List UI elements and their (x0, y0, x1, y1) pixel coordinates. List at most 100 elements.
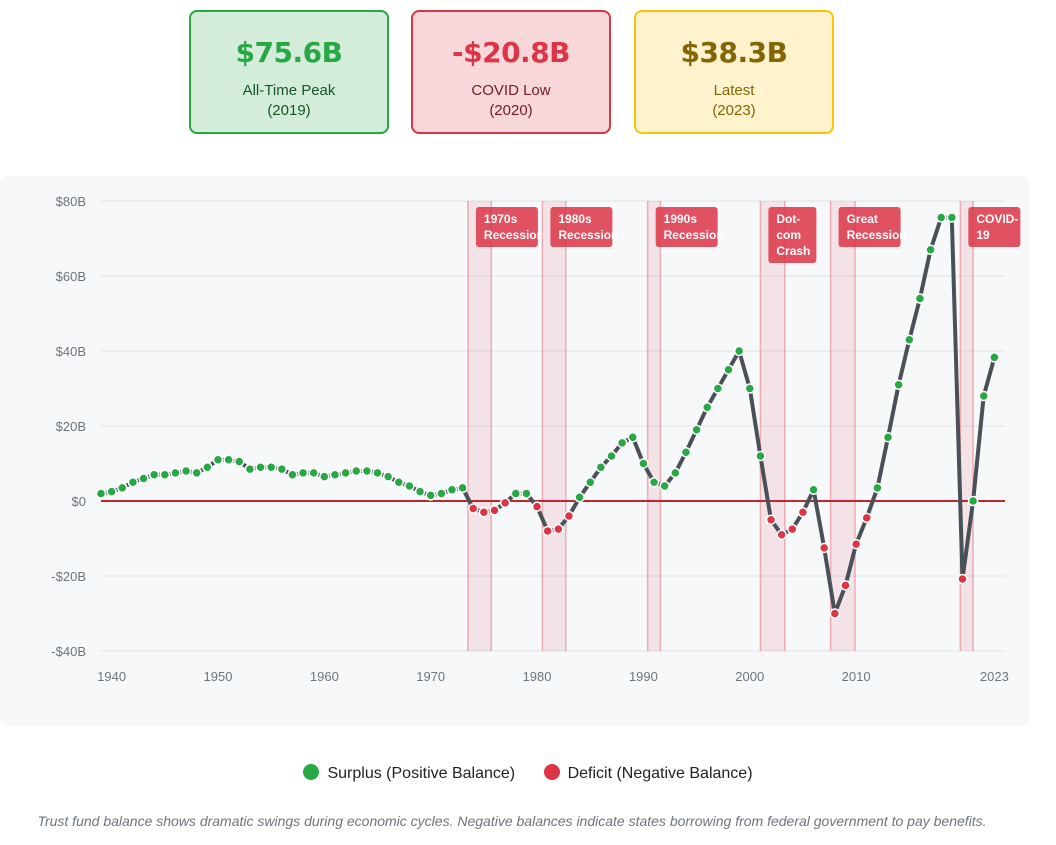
latest-card: $38.3B Latest (2023) (634, 10, 834, 134)
data-point (829, 608, 841, 619)
data-point (840, 580, 851, 591)
y-tick-label: -$20B (51, 569, 86, 584)
data-point (946, 212, 958, 223)
low-value: -$20.8B (451, 36, 571, 69)
recession-label-box (968, 207, 1021, 247)
recession-label-text: 1980s (558, 212, 592, 226)
y-tick-label: $0 (72, 494, 86, 509)
data-point (350, 465, 362, 477)
data-point (319, 471, 330, 482)
recession-label-text: 19 (976, 228, 990, 242)
data-point (382, 471, 394, 482)
data-point (95, 488, 107, 499)
chart-caption: Trust fund balance shows dramatic swings… (37, 813, 987, 829)
data-point (148, 469, 160, 480)
data-point (935, 212, 947, 223)
data-point (436, 488, 447, 499)
data-point (180, 465, 192, 477)
data-point (850, 538, 862, 550)
x-tick-label: 1960 (310, 669, 339, 684)
data-point (170, 467, 181, 479)
data-point (978, 390, 989, 402)
peak-label: All-Time Peak (2019) (191, 81, 387, 121)
data-point (340, 467, 351, 479)
data-point (616, 437, 628, 449)
data-point (531, 501, 543, 512)
recession-band (467, 201, 492, 651)
data-point (904, 334, 915, 345)
data-point (265, 462, 277, 473)
covid-low-card: -$20.8B COVID Low (2020) (411, 10, 611, 134)
legend-deficit[interactable]: Deficit (Negative Balance) (543, 764, 753, 783)
data-point (223, 454, 234, 465)
recession-band (760, 201, 785, 651)
recession-label: Dot-com Crash (768, 207, 817, 263)
y-tick-label: $40B (56, 344, 86, 359)
deficit-dot-icon (543, 764, 560, 780)
data-point (446, 484, 458, 495)
data-point (595, 462, 607, 473)
data-point (414, 486, 426, 497)
data-point (467, 503, 479, 514)
data-point (872, 482, 883, 494)
data-point (244, 463, 256, 475)
recession-label-text: com (776, 228, 801, 242)
x-tick-label: 1980 (523, 669, 552, 684)
latest-title: Latest (713, 82, 755, 99)
recession-label-box (768, 207, 817, 263)
recession-label-text: 1970s (484, 212, 518, 226)
y-tick-label: $20B (56, 419, 86, 434)
recession-label-box (550, 207, 613, 247)
data-point (787, 523, 798, 535)
data-point (574, 492, 585, 503)
recession-label-text: Recession (484, 228, 544, 242)
data-point (287, 469, 298, 480)
low-label: COVID Low (2020) (413, 81, 609, 121)
latest-label: Latest (2023) (636, 81, 832, 121)
data-point (308, 467, 319, 479)
recession-label: 1980s Recession (550, 207, 618, 247)
data-point (733, 345, 745, 357)
recession-label: 1990s Recession (655, 207, 724, 247)
data-point (925, 244, 936, 255)
data-point (712, 383, 724, 394)
y-tick-label: $80B (56, 194, 86, 209)
low-title: COVID Low (471, 82, 551, 99)
recession-label: 1970s Recession (475, 207, 544, 247)
y-tick-label: -$40B (51, 644, 86, 659)
data-point (755, 450, 766, 462)
data-point (361, 465, 373, 477)
legend-surplus[interactable]: Surplus (Positive Balance) (303, 764, 515, 783)
data-point (191, 467, 202, 479)
peak-value: $75.6B (235, 36, 343, 69)
data-point (542, 525, 553, 537)
recession-band (830, 201, 856, 651)
data-point (159, 469, 171, 480)
recession-band (647, 201, 661, 651)
data-point (425, 490, 436, 501)
recession-label-text: Great (847, 212, 878, 226)
data-point (701, 402, 713, 413)
latest-value: $38.3B (680, 36, 788, 69)
x-tick-label: 1950 (204, 669, 233, 684)
legend-surplus-label: Surplus (Positive Balance) (327, 765, 516, 782)
recession-label-box (475, 207, 538, 247)
recession-label-text: Recession (847, 228, 907, 242)
data-point (489, 505, 500, 516)
data-point (138, 473, 149, 484)
recession-label-text: 1990s (664, 212, 698, 226)
data-point (861, 512, 872, 524)
recession-label-text: Crash (776, 244, 810, 258)
recession-label: Great Recession (838, 207, 907, 247)
data-point (563, 510, 575, 522)
legend: Surplus (Positive Balance) Deficit (Nega… (0, 764, 1056, 783)
data-point (117, 482, 128, 494)
low-year: (2020) (489, 102, 533, 119)
x-tick-label: 2023 (980, 669, 1009, 684)
data-point (478, 507, 490, 518)
data-point (670, 467, 681, 479)
data-point (893, 379, 904, 390)
data-point (404, 480, 415, 492)
chart-panel: $80B $60B $40B $20B $0 -$20B -$40B 1940 1950 1960… (0, 176, 1030, 726)
recession-label-box (655, 207, 718, 247)
